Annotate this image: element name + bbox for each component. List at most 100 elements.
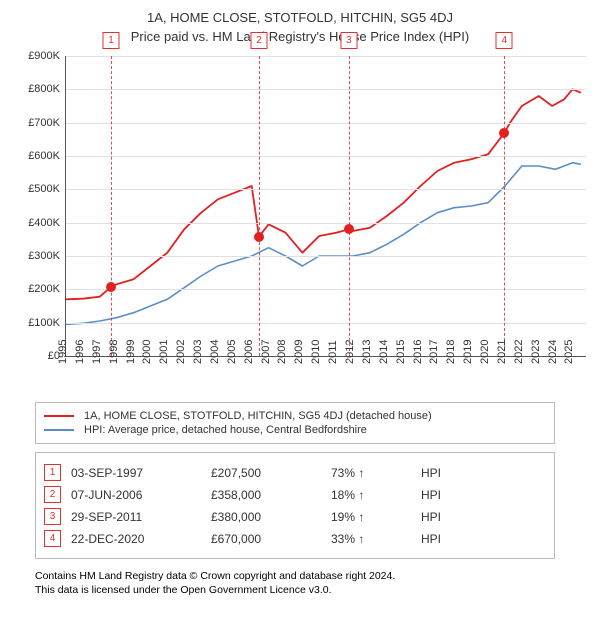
sale-number: 2 — [44, 486, 61, 503]
sale-marker-number: 4 — [496, 32, 513, 49]
legend-swatch — [44, 429, 74, 431]
y-axis-label: £100K — [28, 317, 60, 329]
title-address: 1A, HOME CLOSE, STOTFOLD, HITCHIN, SG5 4… — [10, 10, 590, 25]
sale-marker-line — [259, 56, 260, 356]
sale-marker-line — [349, 56, 350, 356]
x-axis-label: 2016 — [411, 340, 423, 364]
sale-marker-dot — [344, 224, 354, 234]
series-svg — [66, 56, 586, 356]
gridline-h — [66, 323, 586, 324]
sale-marker-line — [111, 56, 112, 356]
gridline-h — [66, 189, 586, 190]
legend-item: 1A, HOME CLOSE, STOTFOLD, HITCHIN, SG5 4… — [44, 410, 546, 422]
sale-hpi-label: HPI — [421, 488, 546, 502]
x-axis-label: 2023 — [529, 340, 541, 364]
sale-price: £670,000 — [211, 532, 321, 546]
sale-price: £358,000 — [211, 488, 321, 502]
sale-pct: 73% ↑ — [331, 466, 411, 480]
x-axis-label: 1999 — [124, 340, 136, 364]
sale-number: 1 — [44, 464, 61, 481]
legend-swatch — [44, 415, 74, 417]
legend-item: HPI: Average price, detached house, Cent… — [44, 424, 546, 436]
sale-marker-dot — [499, 128, 509, 138]
x-axis-label: 2024 — [546, 340, 558, 364]
gridline-h — [66, 223, 586, 224]
sale-marker-dot — [254, 232, 264, 242]
x-axis-label: 1996 — [74, 340, 86, 364]
sale-marker-number: 3 — [340, 32, 357, 49]
chart: 1234 £0£100K£200K£300K£400K£500K£600K£70… — [10, 56, 590, 396]
sale-marker-number: 2 — [250, 32, 267, 49]
legend-label: HPI: Average price, detached house, Cent… — [84, 424, 367, 436]
x-axis-label: 2013 — [361, 340, 373, 364]
x-axis-label: 2015 — [394, 340, 406, 364]
gridline-h — [66, 89, 586, 90]
gridline-h — [66, 56, 586, 57]
x-axis-label: 2004 — [209, 340, 221, 364]
x-axis-label: 2020 — [479, 340, 491, 364]
x-axis-label: 2011 — [327, 340, 339, 364]
x-axis-label: 2018 — [445, 340, 457, 364]
legend-label: 1A, HOME CLOSE, STOTFOLD, HITCHIN, SG5 4… — [84, 410, 432, 422]
plot-area: 1234 — [65, 56, 586, 357]
sale-hpi-label: HPI — [421, 532, 546, 546]
gridline-h — [66, 156, 586, 157]
x-axis-label: 2007 — [259, 340, 271, 364]
y-axis-label: £300K — [28, 250, 60, 262]
y-axis-label: £900K — [28, 50, 60, 62]
x-axis-label: 2012 — [344, 340, 356, 364]
sale-row: 2 07-JUN-2006 £358,000 18% ↑ HPI — [44, 486, 546, 503]
x-axis-label: 2021 — [496, 340, 508, 364]
sale-row: 4 22-DEC-2020 £670,000 33% ↑ HPI — [44, 530, 546, 547]
sale-date: 03-SEP-1997 — [71, 466, 201, 480]
y-axis-label: £200K — [28, 283, 60, 295]
x-axis-label: 2001 — [158, 340, 170, 364]
sale-pct: 19% ↑ — [331, 510, 411, 524]
x-axis-label: 2003 — [192, 340, 204, 364]
footer: Contains HM Land Registry data © Crown c… — [35, 569, 555, 597]
x-axis-label: 2010 — [310, 340, 322, 364]
sale-date: 29-SEP-2011 — [71, 510, 201, 524]
x-axis-label: 2008 — [276, 340, 288, 364]
x-axis-label: 2017 — [428, 340, 440, 364]
x-axis-label: 1995 — [57, 340, 69, 364]
x-axis-label: 1997 — [91, 340, 103, 364]
sale-marker-line — [504, 56, 505, 356]
footer-line1: Contains HM Land Registry data © Crown c… — [35, 569, 555, 583]
sale-price: £380,000 — [211, 510, 321, 524]
sale-number: 4 — [44, 530, 61, 547]
sale-marker-number: 1 — [103, 32, 120, 49]
x-axis-label: 2025 — [563, 340, 575, 364]
y-axis-label: £700K — [28, 117, 60, 129]
sale-row: 1 03-SEP-1997 £207,500 73% ↑ HPI — [44, 464, 546, 481]
y-axis-label: £600K — [28, 150, 60, 162]
y-axis-label: £400K — [28, 217, 60, 229]
gridline-h — [66, 256, 586, 257]
x-axis-label: 2000 — [141, 340, 153, 364]
x-axis-label: 2002 — [175, 340, 187, 364]
y-axis-label: £500K — [28, 183, 60, 195]
sale-date: 22-DEC-2020 — [71, 532, 201, 546]
gridline-h — [66, 123, 586, 124]
x-axis-label: 2022 — [513, 340, 525, 364]
sale-row: 3 29-SEP-2011 £380,000 19% ↑ HPI — [44, 508, 546, 525]
x-axis-label: 2005 — [226, 340, 238, 364]
sale-price: £207,500 — [211, 466, 321, 480]
x-axis-label: 2009 — [293, 340, 305, 364]
sale-date: 07-JUN-2006 — [71, 488, 201, 502]
x-axis-label: 2006 — [242, 340, 254, 364]
sale-hpi-label: HPI — [421, 510, 546, 524]
sale-hpi-label: HPI — [421, 466, 546, 480]
sales-table: 1 03-SEP-1997 £207,500 73% ↑ HPI 2 07-JUN-2006… — [35, 452, 555, 559]
sale-pct: 33% ↑ — [331, 532, 411, 546]
footer-line2: This data is licensed under the Open Gov… — [35, 583, 555, 597]
x-axis-label: 2014 — [378, 340, 390, 364]
legend: 1A, HOME CLOSE, STOTFOLD, HITCHIN, SG5 4… — [35, 402, 555, 444]
sale-number: 3 — [44, 508, 61, 525]
y-axis-label: £800K — [28, 83, 60, 95]
gridline-h — [66, 289, 586, 290]
x-axis-label: 2019 — [462, 340, 474, 364]
x-axis-label: 1998 — [107, 340, 119, 364]
sale-pct: 18% ↑ — [331, 488, 411, 502]
sale-marker-dot — [106, 282, 116, 292]
